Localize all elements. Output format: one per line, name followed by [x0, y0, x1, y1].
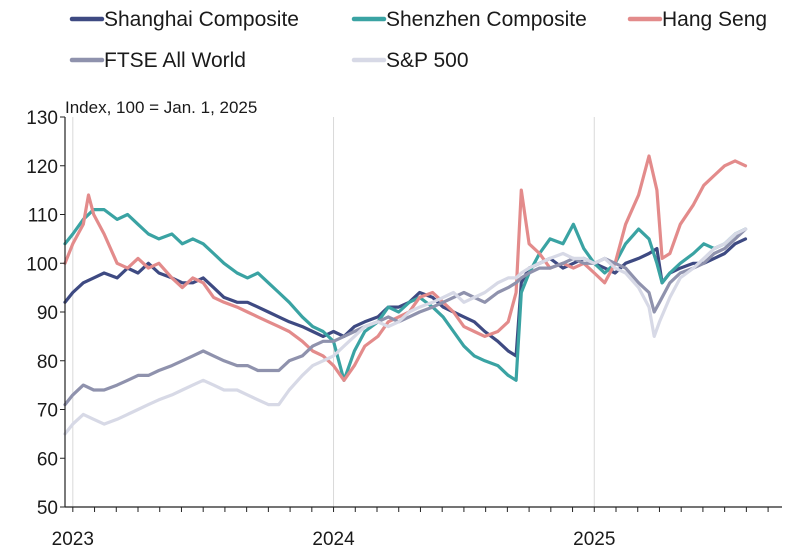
series-line-0 [63, 237, 748, 358]
y-tick-label-7: 120 [26, 157, 58, 178]
x-tick-label-2023: 2023 [52, 529, 94, 550]
y-tick-label-8: 130 [26, 108, 58, 129]
y-axis-ticks: 50 60 70 80 90 100 110 120 130 [26, 108, 65, 519]
legend-label-3: FTSE All World [104, 49, 246, 72]
x-tick-label-2025: 2025 [573, 529, 615, 550]
legend-label-2: Hang Seng [662, 8, 767, 31]
y-tick-label-5: 100 [26, 254, 58, 275]
y-tick-label-2: 70 [37, 401, 58, 422]
legend: Shanghai Composite Shenzhen Composite Hang… [69, 8, 767, 72]
series-line-2 [63, 154, 748, 382]
x-tick-label-2024: 2024 [312, 529, 355, 550]
series-line-4 [63, 227, 748, 436]
y-tick-label-3: 80 [37, 352, 58, 373]
legend-label-1: Shenzhen Composite [386, 8, 587, 31]
series-line-1 [63, 208, 748, 382]
legend-label-0: Shanghai Composite [104, 8, 299, 31]
y-axis-note: Index, 100 = Jan. 1, 2025 [65, 98, 257, 117]
y-tick-label-1: 60 [37, 449, 58, 470]
y-tick-label-0: 50 [37, 498, 58, 519]
series-line-3 [63, 227, 748, 407]
y-tick-label-6: 110 [28, 206, 58, 227]
gridlines [72, 117, 595, 507]
legend-label-4: S&P 500 [386, 49, 469, 72]
x-axis-ticks: 2023 2024 2025 [52, 507, 769, 550]
series-lines [63, 154, 748, 436]
y-tick-label-4: 90 [37, 303, 58, 324]
